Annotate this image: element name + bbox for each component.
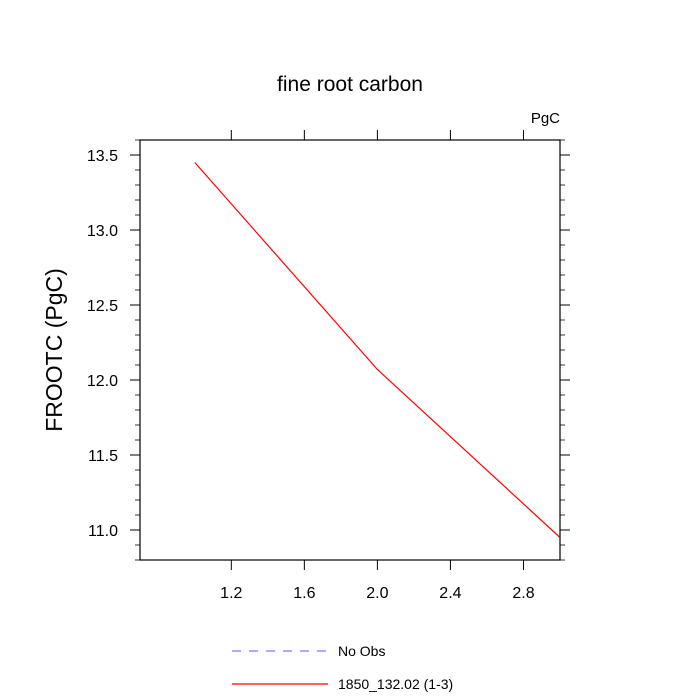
chart-title: fine root carbon	[277, 73, 423, 96]
x-tick-label: 2.0	[366, 585, 388, 602]
x-tick-label: 2.4	[439, 585, 461, 602]
y-tick-label: 12.0	[87, 373, 118, 390]
plot-frame	[139, 139, 561, 561]
axis-tick-labels: 1.2 1.6 2.0 2.4 2.8 11.0 11.5 12.0 12.5 13.0 13.5	[87, 148, 535, 602]
legend-label: 1850_132.02 (1-3)	[338, 676, 453, 692]
y-tick-label: 11.0	[88, 523, 118, 540]
x-tick-label: 1.6	[293, 585, 315, 602]
y-tick-label: 13.5	[87, 148, 118, 165]
units-label: PgC	[531, 110, 560, 127]
series-line	[194, 162, 561, 538]
legend: No Obs 1850_132.02 (1-3)	[232, 643, 453, 692]
series-lines	[194, 162, 561, 538]
y-tick-label: 12.5	[87, 298, 118, 315]
x-tick-label: 1.2	[220, 585, 242, 602]
y-tick-label: 13.0	[87, 223, 118, 240]
x-tick-label: 2.8	[512, 585, 534, 602]
axis-ticks	[130, 130, 570, 570]
y-axis-label: FROOTC (PgC)	[41, 268, 67, 432]
y-tick-label: 11.5	[88, 448, 118, 465]
legend-label: No Obs	[338, 643, 385, 659]
